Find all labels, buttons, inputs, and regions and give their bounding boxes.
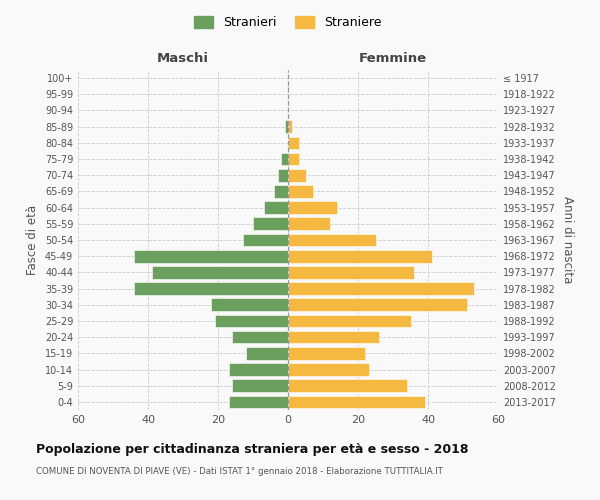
Bar xyxy=(229,363,288,376)
Bar xyxy=(284,120,288,133)
Bar xyxy=(288,298,467,311)
Bar xyxy=(274,185,288,198)
Bar xyxy=(288,234,376,246)
Bar xyxy=(215,314,288,328)
Bar xyxy=(288,396,425,408)
Bar xyxy=(288,120,292,133)
Bar xyxy=(232,331,288,344)
Text: COMUNE DI NOVENTA DI PIAVE (VE) - Dati ISTAT 1° gennaio 2018 - Elaborazione TUTT: COMUNE DI NOVENTA DI PIAVE (VE) - Dati I… xyxy=(36,468,443,476)
Bar xyxy=(288,250,431,262)
Bar xyxy=(288,266,414,278)
Bar xyxy=(288,136,299,149)
Bar xyxy=(253,218,288,230)
Bar xyxy=(263,202,288,214)
Bar xyxy=(151,266,288,278)
Bar xyxy=(288,202,337,214)
Bar xyxy=(288,169,305,181)
Legend: Stranieri, Straniere: Stranieri, Straniere xyxy=(190,11,386,34)
Bar xyxy=(288,185,313,198)
Bar xyxy=(288,363,368,376)
Bar xyxy=(288,282,473,295)
Bar xyxy=(229,396,288,408)
Bar xyxy=(288,152,299,166)
Bar xyxy=(134,250,288,262)
Text: Femmine: Femmine xyxy=(359,52,427,65)
Text: Popolazione per cittadinanza straniera per età e sesso - 2018: Popolazione per cittadinanza straniera p… xyxy=(36,442,469,456)
Bar xyxy=(288,314,410,328)
Bar xyxy=(246,347,288,360)
Bar xyxy=(288,347,365,360)
Bar xyxy=(211,298,288,311)
Bar xyxy=(242,234,288,246)
Y-axis label: Fasce di età: Fasce di età xyxy=(26,205,39,275)
Bar xyxy=(281,152,288,166)
Bar xyxy=(277,169,288,181)
Y-axis label: Anni di nascita: Anni di nascita xyxy=(561,196,574,284)
Bar xyxy=(134,282,288,295)
Bar xyxy=(288,218,330,230)
Bar xyxy=(232,380,288,392)
Bar xyxy=(288,331,379,344)
Bar xyxy=(288,380,407,392)
Text: Maschi: Maschi xyxy=(157,52,209,65)
